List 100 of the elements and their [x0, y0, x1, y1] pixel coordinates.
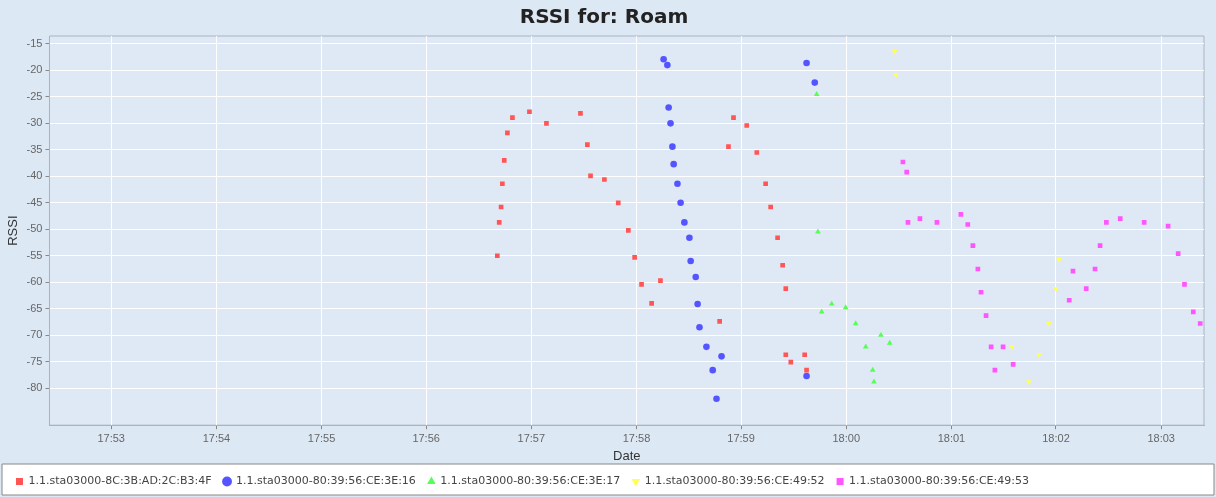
y-tick-label: -80: [26, 381, 43, 394]
point: [1175, 251, 1181, 256]
point: [1197, 321, 1203, 326]
y-tick-label: -40: [26, 169, 43, 182]
point: [768, 204, 773, 210]
point: [669, 143, 676, 150]
point: [891, 49, 898, 55]
point: [667, 120, 674, 127]
y-tick-label: -50: [26, 222, 43, 235]
point: [649, 301, 654, 306]
point: [625, 228, 631, 233]
point: [731, 115, 736, 120]
point: [1000, 344, 1006, 350]
point: [692, 273, 700, 281]
y-tick-label: -65: [26, 301, 43, 314]
point: [869, 366, 876, 372]
point: [780, 262, 785, 268]
point: [1097, 243, 1103, 249]
point: [988, 344, 994, 350]
point: [905, 220, 911, 225]
point: [713, 395, 720, 403]
point: [632, 255, 637, 260]
point: [802, 352, 808, 358]
point: [828, 300, 835, 306]
point: [803, 59, 810, 67]
point: [917, 216, 923, 222]
point: [1066, 297, 1072, 303]
point: [585, 142, 590, 147]
y-tick-label: -30: [26, 116, 43, 129]
point: [878, 331, 884, 337]
y-tick-label: -25: [26, 89, 43, 102]
point: [775, 235, 780, 241]
x-tick-label: 17:53: [97, 431, 125, 444]
point: [664, 61, 671, 69]
point: [811, 79, 819, 86]
point: [1190, 309, 1196, 315]
point: [788, 359, 794, 365]
point: [886, 339, 893, 345]
point: [726, 144, 731, 149]
point: [1104, 220, 1109, 225]
chart-title: RSSI for: Roam: [519, 4, 689, 29]
y-tick-label: -70: [26, 328, 43, 341]
legend-label: 1.1.sta03000-80:39:56:CE:3E:17: [440, 474, 621, 488]
point: [978, 289, 984, 295]
point: [615, 200, 621, 206]
point: [1182, 282, 1187, 287]
x-axis-title: Date: [613, 447, 641, 463]
point: [1056, 257, 1062, 263]
point: [494, 253, 500, 259]
x-tick-label: 17:59: [727, 431, 755, 444]
point: [681, 219, 688, 226]
point: [500, 181, 505, 187]
point: [1046, 321, 1052, 327]
y-axis-title: RSSI: [5, 215, 21, 246]
x-tick-label: 18:00: [832, 431, 861, 444]
point: [970, 243, 976, 249]
point: [505, 130, 510, 136]
y-tick-label: -45: [26, 195, 43, 208]
point: [510, 115, 515, 120]
legend-label: 1.1.sta03000-8C:3B:AD:2C:B3:4F: [28, 474, 212, 488]
y-tick-label: -55: [26, 248, 43, 261]
point: [1053, 286, 1059, 292]
point: [1141, 220, 1147, 225]
legend-label: 1.1.sta03000-80:39:56:CE:3E:16: [236, 474, 416, 488]
point: [763, 181, 768, 187]
point: [783, 286, 789, 291]
point: [893, 73, 899, 78]
point: [904, 169, 910, 175]
point: [1117, 216, 1123, 222]
point: [958, 212, 964, 217]
point: [754, 150, 760, 155]
point: [965, 222, 971, 227]
point: [718, 353, 725, 360]
point: [544, 121, 549, 126]
point: [696, 323, 703, 331]
point: [983, 313, 989, 318]
point: [639, 282, 644, 287]
point: [674, 180, 681, 188]
point: [744, 123, 750, 128]
point: [665, 104, 672, 111]
x-tick-label: 17:58: [622, 431, 651, 444]
point: [588, 173, 593, 179]
point: [804, 367, 809, 373]
x-tick-label: 17:54: [202, 431, 231, 444]
legend-label: 1.1.sta03000-80:39:56:CE:49:52: [644, 474, 825, 488]
point: [1009, 345, 1015, 351]
point: [687, 257, 694, 265]
point: [496, 220, 502, 225]
point: [1083, 286, 1089, 291]
x-tick-label: 18:03: [1147, 431, 1175, 444]
x-tick-label: 17:57: [517, 431, 546, 444]
point: [703, 343, 710, 351]
point: [527, 109, 532, 115]
point: [660, 56, 667, 63]
y-tick-label: -60: [26, 275, 43, 288]
point: [852, 320, 859, 326]
point: [717, 319, 722, 324]
point: [709, 366, 717, 374]
point: [803, 372, 810, 380]
y-tick-label: -15: [26, 36, 43, 49]
